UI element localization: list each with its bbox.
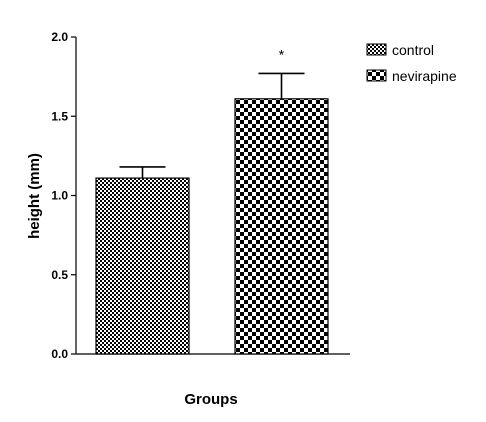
- y-tick-label: 2.0: [51, 30, 68, 44]
- plot-area: 0.0 0.5 1.0 1.5 2.0 *: [51, 30, 350, 361]
- significance-marker: *: [279, 46, 285, 62]
- legend-swatch-nevirapine: [366, 69, 387, 82]
- bar-nevirapine: [234, 98, 329, 355]
- y-tick-label: 1.5: [51, 109, 68, 123]
- bar-control: [95, 177, 190, 355]
- y-tick-label: 0.0: [51, 347, 68, 361]
- legend-swatch-control: [366, 43, 387, 56]
- y-axis-title: height (mm): [26, 153, 43, 239]
- x-axis-title: Groups: [184, 391, 237, 408]
- y-tick-label: 0.5: [51, 268, 68, 282]
- legend-label-control: control: [392, 42, 434, 58]
- legend: control nevirapine: [366, 42, 457, 84]
- y-tick-label: 1.0: [51, 189, 68, 203]
- legend-label-nevirapine: nevirapine: [392, 68, 457, 84]
